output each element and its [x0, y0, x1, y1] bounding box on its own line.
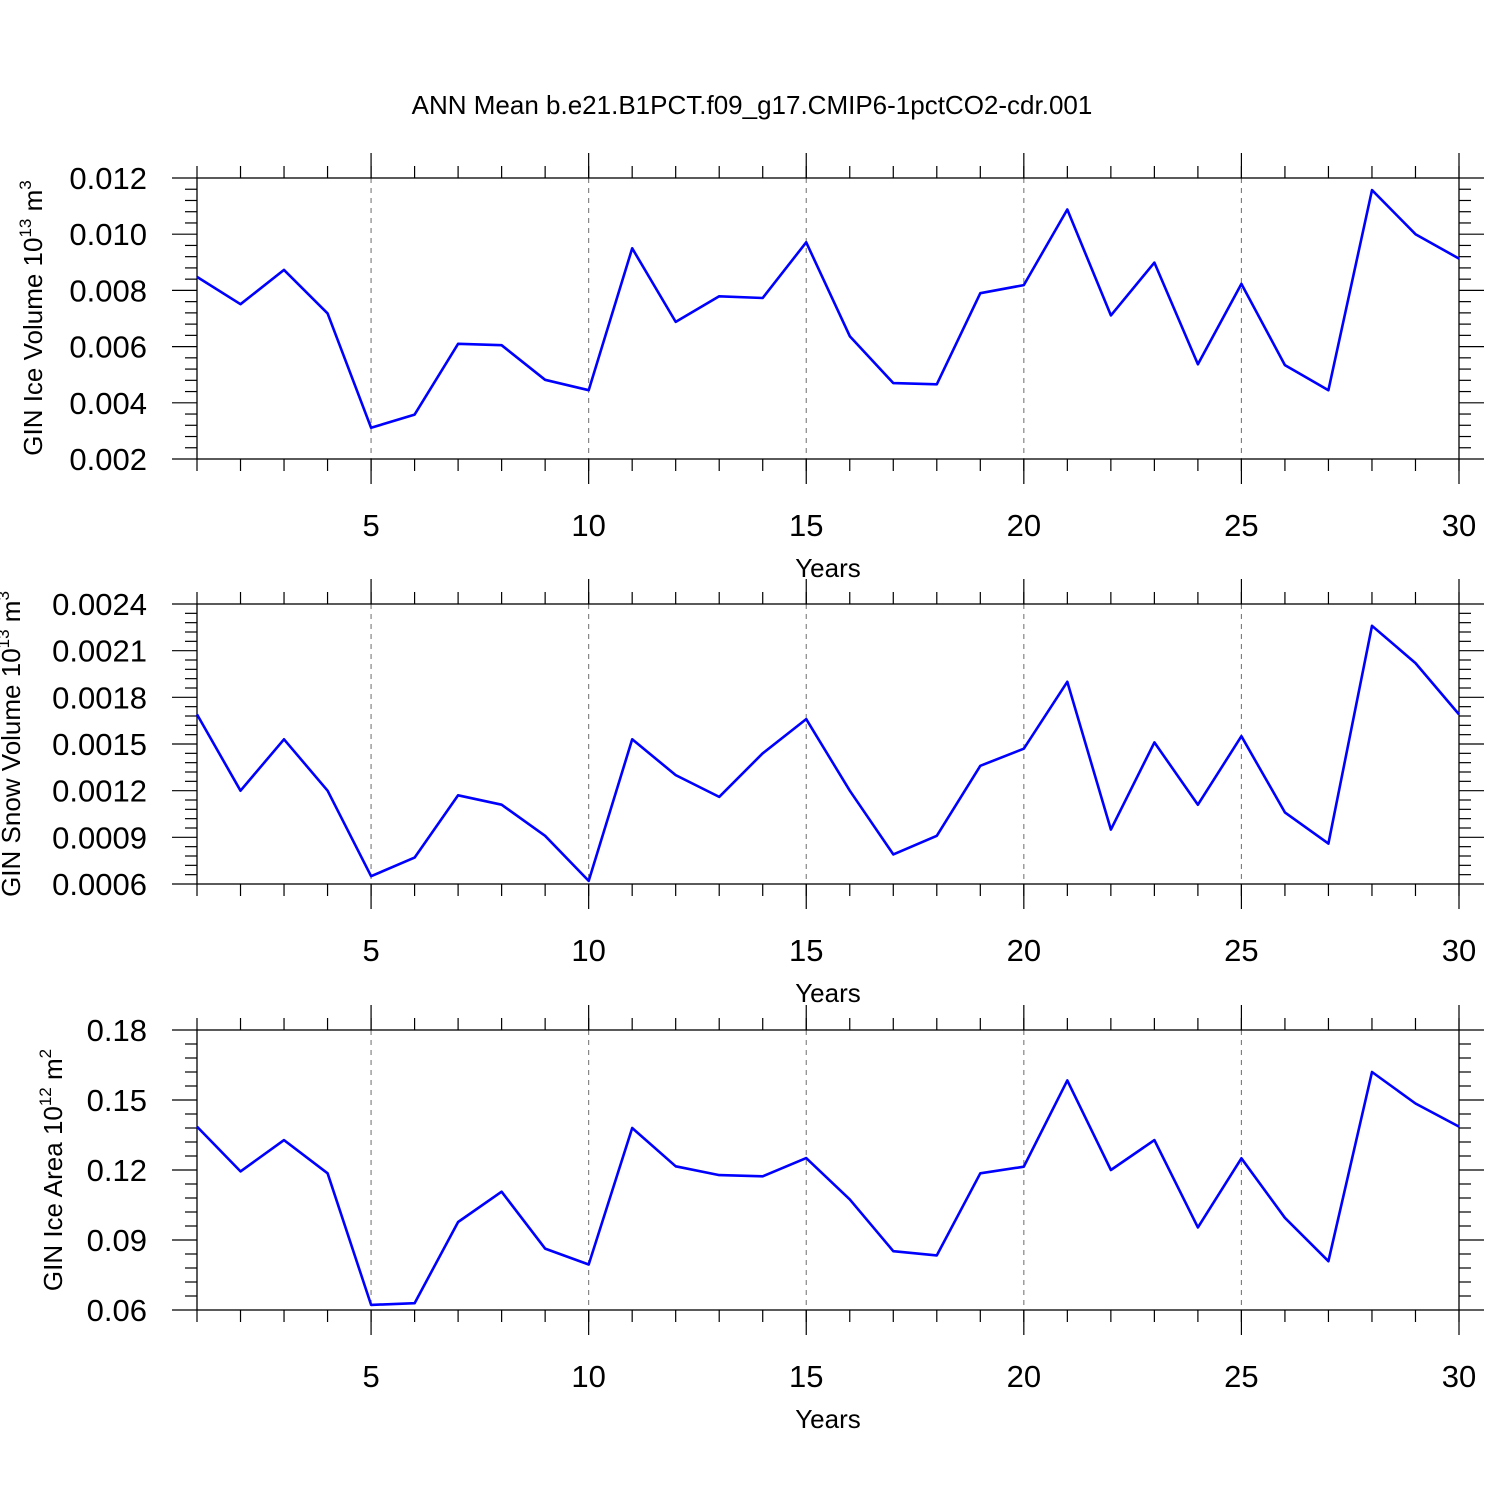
x-tick-label: 20 — [1007, 508, 1041, 543]
y-tick-label: 0.010 — [69, 217, 147, 252]
y-axis-label-text: GIN Ice Volume 10 — [18, 238, 48, 456]
y-tick-label: 0.002 — [69, 442, 147, 477]
x-tick-label: 10 — [571, 933, 605, 968]
series-line — [196, 1070, 1460, 1307]
x-axis-label: Years — [795, 1404, 861, 1434]
y-axis-label-exponent: 13 — [0, 629, 13, 648]
x-tick-label: 25 — [1224, 508, 1258, 543]
x-tick-label: 10 — [571, 1359, 605, 1394]
y-axis-label-unit: m — [0, 601, 26, 630]
y-tick-label: 0.012 — [69, 161, 147, 196]
y-tick-label: 0.0015 — [52, 727, 147, 762]
series-line — [196, 188, 1460, 430]
x-axis-label: Years — [795, 978, 861, 1008]
y-axis-label-unit: m — [18, 190, 48, 219]
y-axis-label-unit-exponent: 3 — [16, 180, 35, 189]
y-axis-label: GIN Ice Area 1012 m2 — [36, 1049, 68, 1291]
y-axis-label-unit-exponent: 3 — [0, 591, 13, 600]
plot-frame — [196, 603, 1460, 885]
y-tick-label: 0.0009 — [52, 820, 147, 855]
chart-panel-1: 5 10 15 20 25 30 0.002 0.004 0.006 0.008 0.010 0.01… — [16, 153, 1484, 583]
x-tick-label: 15 — [789, 508, 823, 543]
chart-panel-2: 5 10 15 20 25 30 0.0006 0.0009 0.0012 0.0015 0.001… — [0, 579, 1484, 1008]
x-tick-label: 25 — [1224, 1359, 1258, 1394]
y-tick-label: 0.0024 — [52, 587, 147, 622]
y-axis-label: GIN Ice Volume 1013 m3 — [16, 180, 48, 456]
chart-panel-3: 5 10 15 20 25 30 0.06 0.09 0.12 0.15 0.18 Years GIN … — [36, 1005, 1484, 1434]
y-tick-label: 0.008 — [69, 273, 147, 308]
y-tick-label: 0.18 — [87, 1013, 147, 1048]
x-axis-label: Years — [795, 553, 861, 583]
x-tick-label: 15 — [789, 933, 823, 968]
y-tick-label: 0.0012 — [52, 774, 147, 809]
x-tick-label: 10 — [571, 508, 605, 543]
y-tick-label: 0.12 — [87, 1153, 147, 1188]
x-tick-label: 30 — [1442, 933, 1476, 968]
y-axis-label-exponent: 12 — [36, 1087, 55, 1106]
y-tick-label: 0.0021 — [52, 634, 147, 669]
y-tick-label: 0.09 — [87, 1223, 147, 1258]
x-tick-label: 5 — [362, 1359, 379, 1394]
y-tick-label: 0.0018 — [52, 680, 147, 715]
x-tick-label: 5 — [362, 933, 379, 968]
y-tick-label: 0.15 — [87, 1083, 147, 1118]
y-tick-label: 0.06 — [87, 1293, 147, 1328]
plot-frame — [196, 177, 1460, 460]
x-tick-label: 15 — [789, 1359, 823, 1394]
y-axis-label-text: GIN Snow Volume 10 — [0, 648, 26, 897]
plot-frame — [196, 1029, 1460, 1311]
chart-title: ANN Mean b.e21.B1PCT.f09_g17.CMIP6-1pctC… — [412, 90, 1093, 120]
x-tick-label: 25 — [1224, 933, 1258, 968]
y-axis-label-text: GIN Ice Area 10 — [38, 1106, 68, 1291]
x-tick-label: 20 — [1007, 933, 1041, 968]
y-tick-label: 0.006 — [69, 330, 147, 365]
y-axis-label-unit: m — [38, 1058, 68, 1087]
x-tick-label: 5 — [362, 508, 379, 543]
y-axis-label-exponent: 13 — [16, 219, 35, 238]
x-tick-label: 30 — [1442, 1359, 1476, 1394]
chart-panels: 5 10 15 20 25 300.0020.0040.0060.0080.0100.01… — [0, 153, 1484, 1434]
y-axis-label: GIN Snow Volume 1013 m3 — [0, 591, 26, 897]
y-tick-label: 0.004 — [69, 386, 147, 421]
x-tick-label: 20 — [1007, 1359, 1041, 1394]
x-tick-label: 30 — [1442, 508, 1476, 543]
y-axis-label-unit-exponent: 2 — [36, 1049, 55, 1058]
y-tick-label: 0.0006 — [52, 867, 147, 902]
series-line — [195, 624, 1460, 883]
